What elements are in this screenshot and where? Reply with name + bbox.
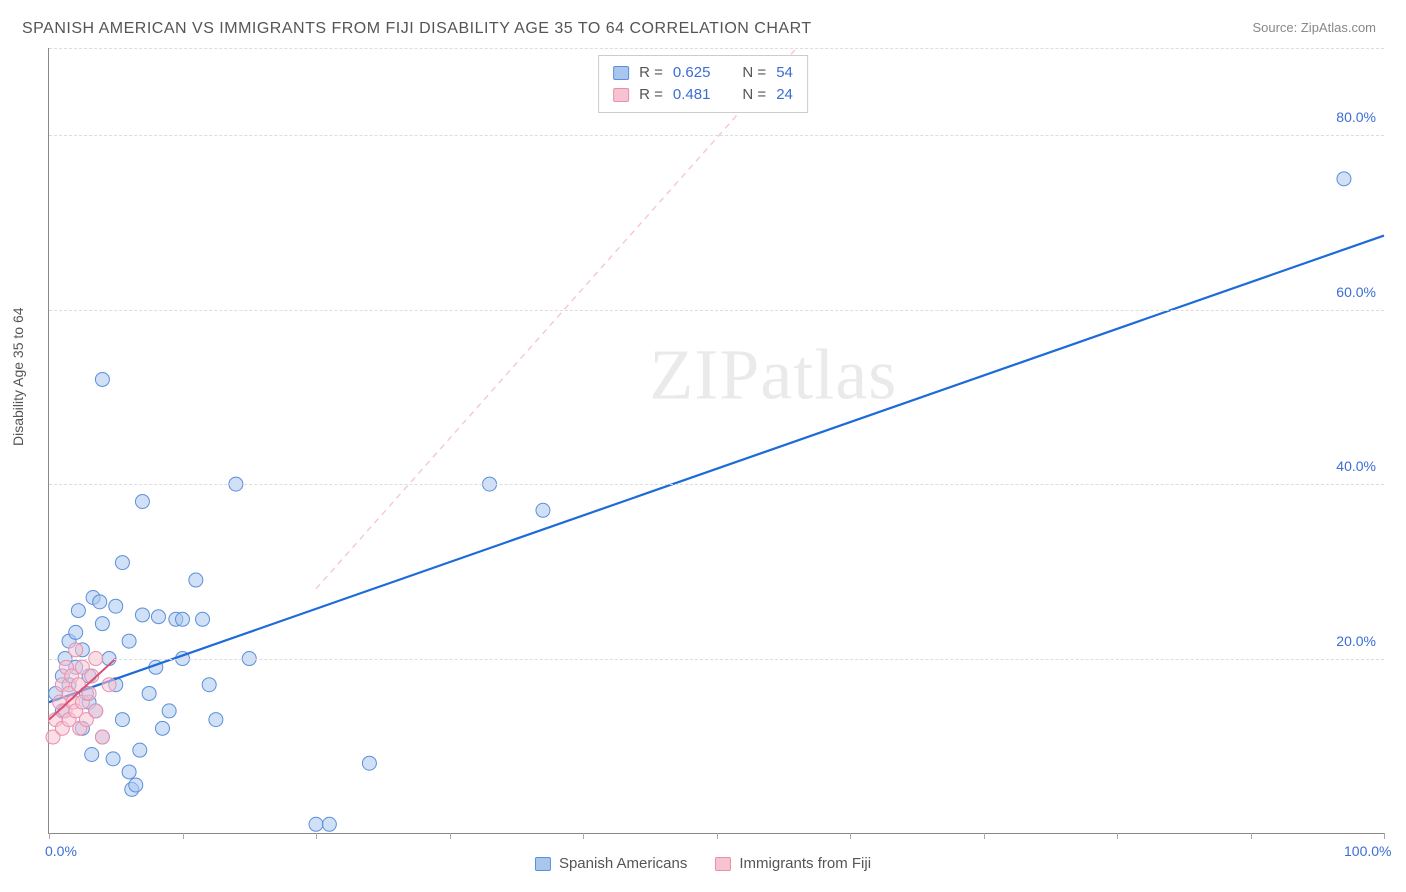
x-tick bbox=[984, 833, 985, 839]
r-value: 0.481 bbox=[673, 84, 711, 106]
scatter-point bbox=[209, 713, 223, 727]
x-tick-label: 100.0% bbox=[1344, 843, 1391, 859]
scatter-point bbox=[71, 604, 85, 618]
scatter-point bbox=[93, 595, 107, 609]
gridline bbox=[49, 484, 1384, 485]
scatter-point bbox=[115, 713, 129, 727]
y-tick-label: 20.0% bbox=[1336, 633, 1376, 649]
scatter-point bbox=[189, 573, 203, 587]
x-tick bbox=[316, 833, 317, 839]
n-value: 24 bbox=[776, 84, 793, 106]
r-value: 0.625 bbox=[673, 62, 711, 84]
legend-swatch bbox=[613, 66, 629, 80]
gridline bbox=[49, 135, 1384, 136]
scatter-point bbox=[309, 817, 323, 831]
legend-swatch bbox=[715, 857, 731, 871]
scatter-point bbox=[135, 495, 149, 509]
legend-swatch bbox=[535, 857, 551, 871]
legend-stats-row: R = 0.481 N = 24 bbox=[613, 84, 793, 106]
x-tick bbox=[1251, 833, 1252, 839]
n-label: N = bbox=[742, 84, 766, 106]
scatter-point bbox=[176, 612, 190, 626]
scatter-point bbox=[69, 625, 83, 639]
scatter-point bbox=[95, 617, 109, 631]
scatter-point bbox=[95, 372, 109, 386]
scatter-point bbox=[122, 765, 136, 779]
scatter-point bbox=[196, 612, 210, 626]
legend-stats-row: R = 0.625 N = 54 bbox=[613, 62, 793, 84]
n-label: N = bbox=[742, 62, 766, 84]
r-label: R = bbox=[639, 62, 663, 84]
chart-svg bbox=[49, 48, 1384, 833]
scatter-point bbox=[322, 817, 336, 831]
scatter-point bbox=[362, 756, 376, 770]
x-tick bbox=[183, 833, 184, 839]
x-tick bbox=[717, 833, 718, 839]
scatter-point bbox=[202, 678, 216, 692]
scatter-point bbox=[133, 743, 147, 757]
n-value: 54 bbox=[776, 62, 793, 84]
scatter-point bbox=[536, 503, 550, 517]
scatter-point bbox=[95, 730, 109, 744]
gridline bbox=[49, 48, 1384, 49]
scatter-point bbox=[155, 721, 169, 735]
y-tick-label: 60.0% bbox=[1336, 284, 1376, 300]
scatter-point bbox=[85, 748, 99, 762]
y-tick-label: 80.0% bbox=[1336, 109, 1376, 125]
scatter-point bbox=[151, 610, 165, 624]
scatter-point bbox=[122, 634, 136, 648]
scatter-point bbox=[135, 608, 149, 622]
legend-swatch bbox=[613, 88, 629, 102]
scatter-point bbox=[142, 686, 156, 700]
legend-stats-box: R = 0.625 N = 54 R = 0.481 N = 24 bbox=[598, 55, 808, 113]
trendline bbox=[49, 236, 1384, 703]
scatter-point bbox=[115, 556, 129, 570]
trendline-dashed bbox=[316, 48, 797, 589]
chart-title: SPANISH AMERICAN VS IMMIGRANTS FROM FIJI… bbox=[22, 20, 812, 38]
legend-item: Spanish Americans bbox=[535, 855, 687, 872]
scatter-point bbox=[109, 599, 123, 613]
x-tick bbox=[1117, 833, 1118, 839]
legend-label: Spanish Americans bbox=[559, 855, 687, 872]
scatter-point bbox=[89, 704, 103, 718]
scatter-point bbox=[1337, 172, 1351, 186]
x-tick bbox=[49, 833, 50, 839]
legend-series: Spanish Americans Immigrants from Fiji bbox=[535, 855, 871, 872]
scatter-point bbox=[106, 752, 120, 766]
legend-item: Immigrants from Fiji bbox=[715, 855, 871, 872]
x-tick bbox=[450, 833, 451, 839]
gridline bbox=[49, 310, 1384, 311]
scatter-point bbox=[129, 778, 143, 792]
x-tick bbox=[850, 833, 851, 839]
y-axis-label: Disability Age 35 to 64 bbox=[10, 307, 26, 446]
legend-label: Immigrants from Fiji bbox=[739, 855, 871, 872]
x-tick bbox=[583, 833, 584, 839]
scatter-point bbox=[102, 678, 116, 692]
plot-area: 20.0%40.0%60.0%80.0%0.0%100.0% bbox=[48, 48, 1384, 834]
gridline bbox=[49, 659, 1384, 660]
x-tick-label: 0.0% bbox=[45, 843, 77, 859]
scatter-point bbox=[162, 704, 176, 718]
r-label: R = bbox=[639, 84, 663, 106]
y-tick-label: 40.0% bbox=[1336, 458, 1376, 474]
x-tick bbox=[1384, 833, 1385, 839]
source-attribution: Source: ZipAtlas.com bbox=[1252, 20, 1376, 35]
scatter-point bbox=[69, 643, 83, 657]
